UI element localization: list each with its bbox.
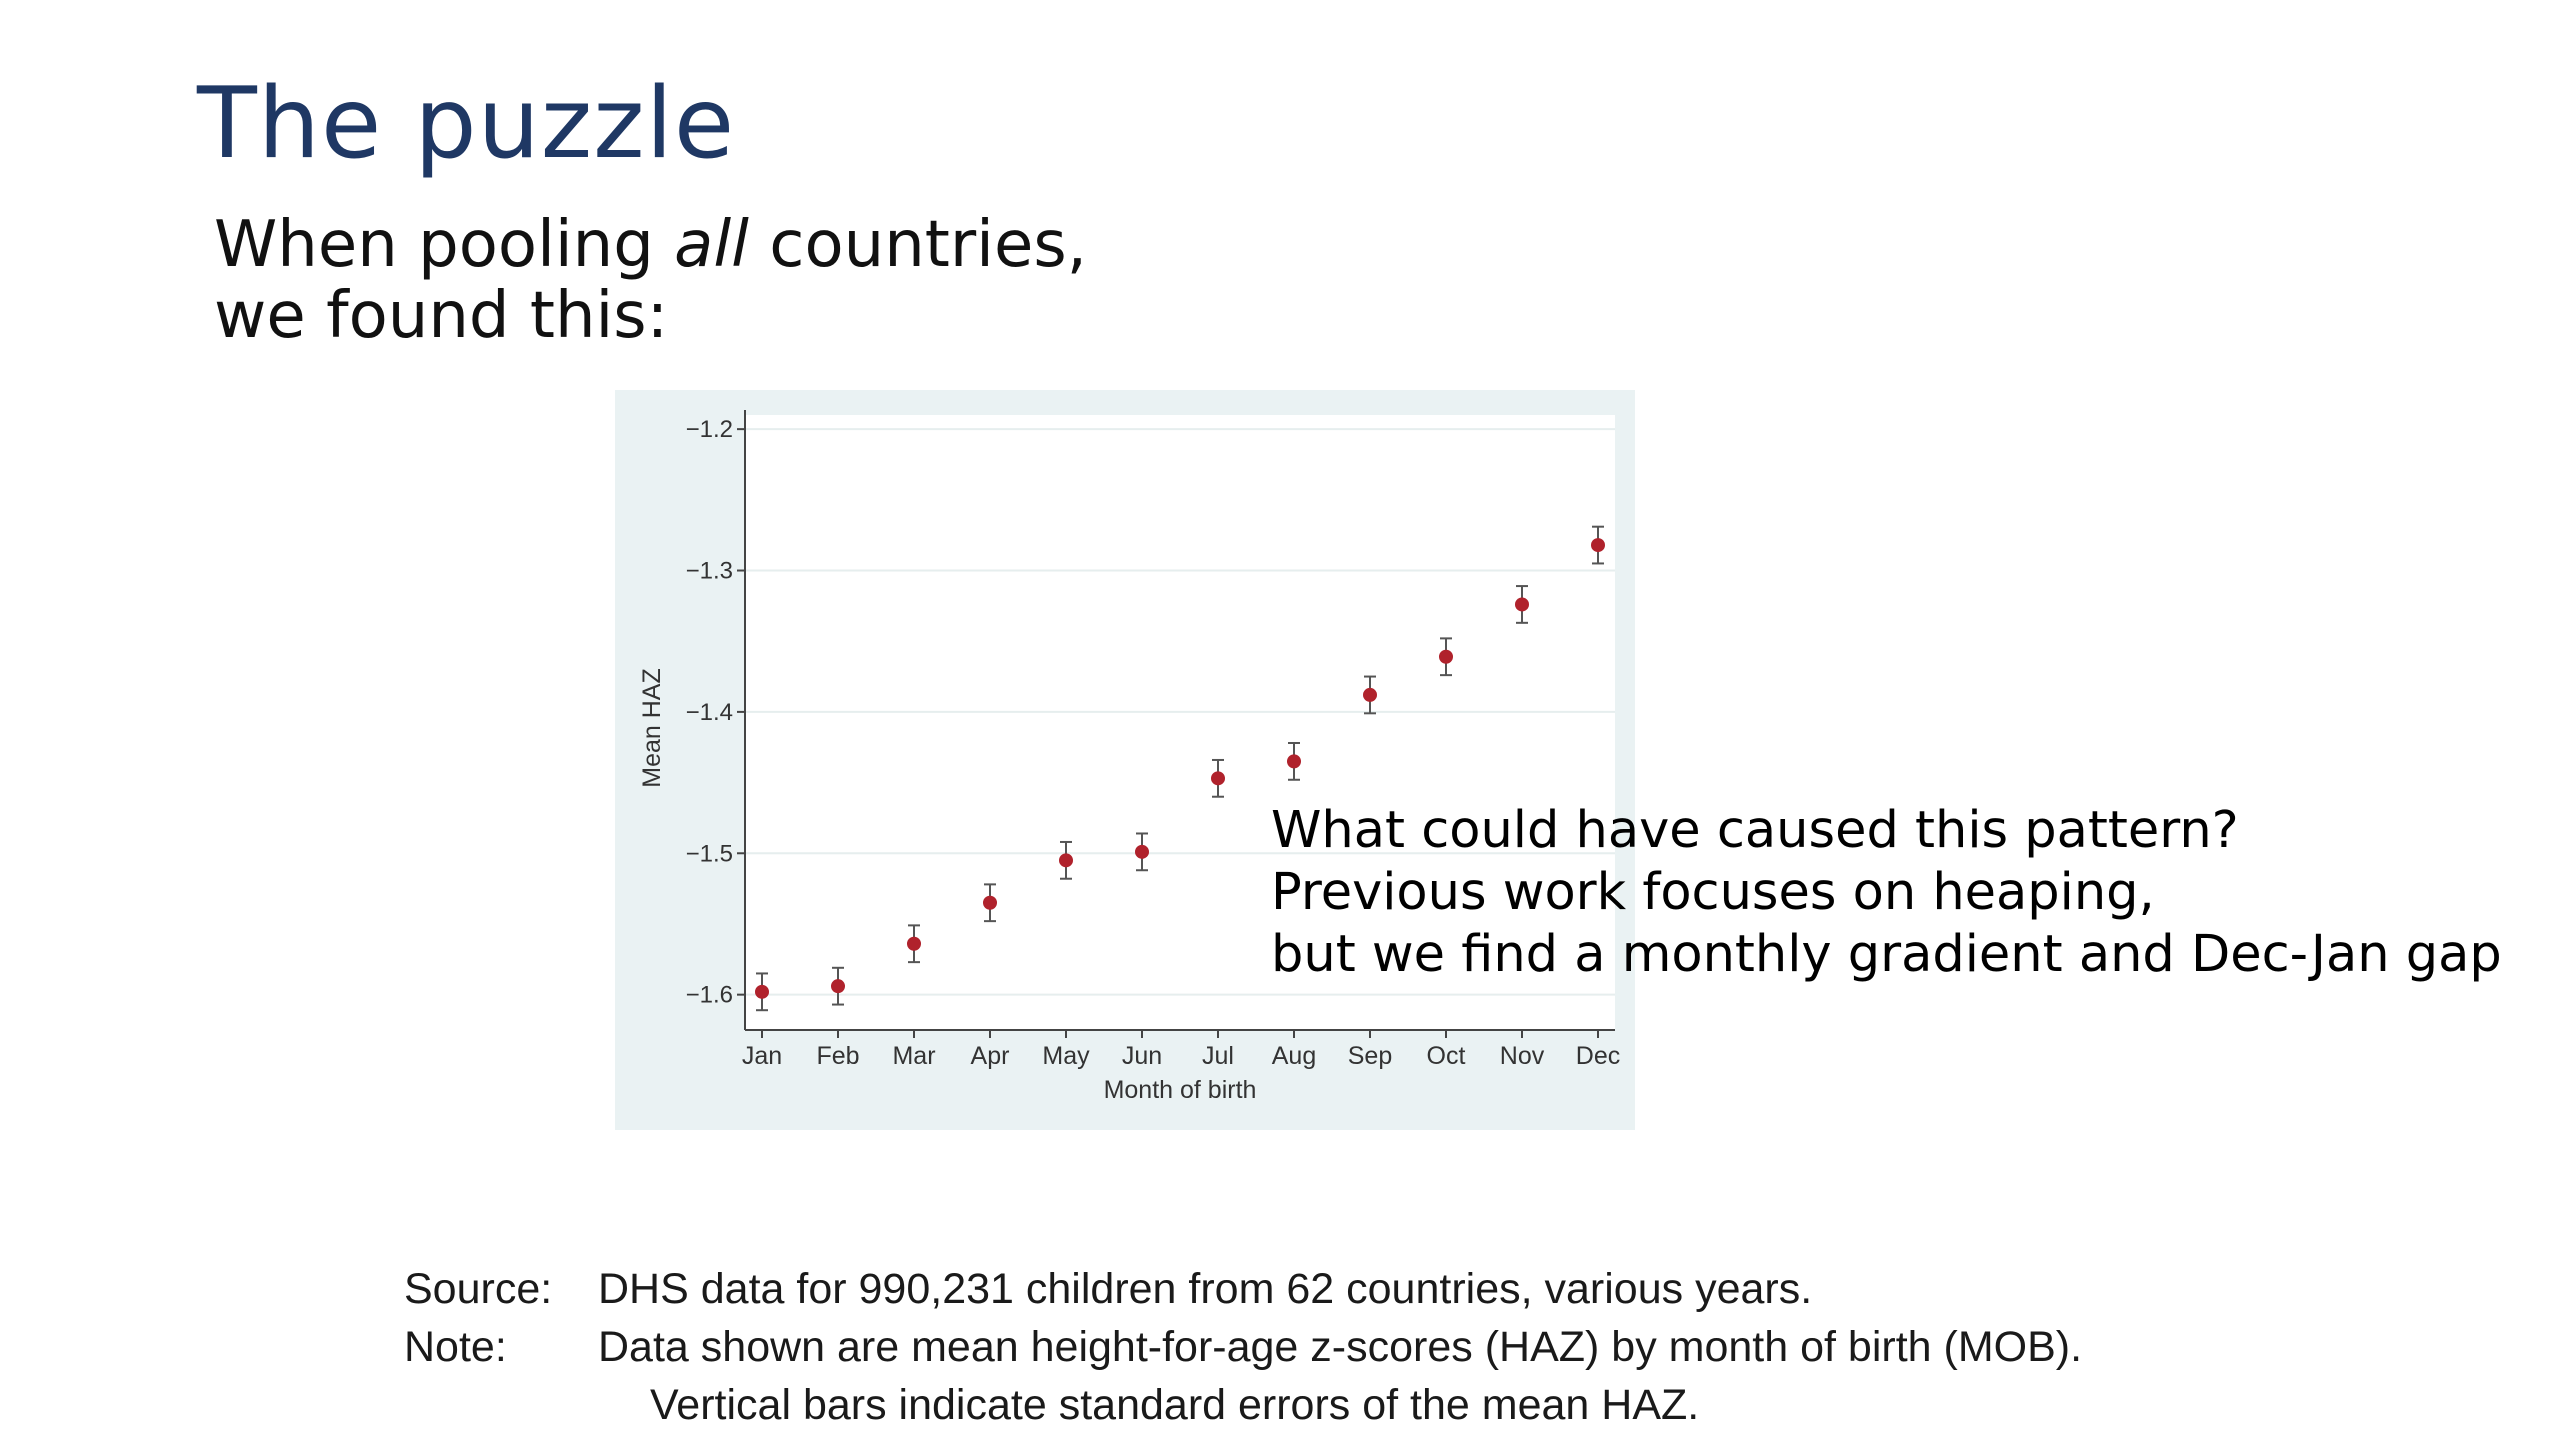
callout-line-2: Previous work focuses on heaping, xyxy=(1271,863,2155,922)
source-label: Source: xyxy=(404,1265,553,1313)
source-row: Source: DHS data for 990,231 children fro… xyxy=(404,1260,2082,1318)
y-tick-label: −1.3 xyxy=(686,558,733,585)
data-point-group xyxy=(1515,585,1529,624)
x-tick-label: Dec xyxy=(1576,1042,1620,1070)
x-tick-label: Jun xyxy=(1122,1042,1162,1070)
data-point xyxy=(1211,771,1225,786)
data-point-group xyxy=(831,966,845,1006)
data-point-group xyxy=(1439,637,1453,677)
data-point-group xyxy=(1059,840,1073,880)
data-point-group xyxy=(1363,675,1377,715)
haz-chart-svg: −1.6−1.5−1.4−1.3−1.2 Jan Feb Mar Apr May Jun J… xyxy=(615,390,1635,1130)
axes xyxy=(744,410,1615,1031)
plot-area xyxy=(745,415,1615,1030)
callout-line-3: but we find a monthly gradient and Dec-J… xyxy=(1271,925,2502,984)
haz-chart: −1.6 −1.5 −1.4 −1.3 −1.2 Jan Feb Mar Apr May Jun J… xyxy=(615,390,1635,1130)
subtitle-line-2: we found this: xyxy=(214,279,669,353)
source-text: DHS data for 990,231 children from 62 co… xyxy=(598,1265,1813,1313)
note-label: Note: xyxy=(404,1323,507,1371)
y-axis-label: Mean HAZ xyxy=(638,668,666,787)
note-row: Note: Data shown are mean height-for-age … xyxy=(404,1318,2082,1376)
data-point xyxy=(755,984,769,999)
data-marks xyxy=(755,525,1605,1012)
x-axis-ticks: Jan Feb Mar Apr May Jun Jul Aug Sep Oct Nov Dec xyxy=(742,1030,1620,1070)
x-axis-label: Month of birth xyxy=(1104,1076,1257,1104)
x-tick-label: Mar xyxy=(892,1042,935,1070)
x-tick-label: Sep xyxy=(1348,1042,1392,1070)
data-point xyxy=(1591,538,1605,553)
data-point-group xyxy=(907,924,921,964)
y-tick-label: −1.2 xyxy=(686,416,733,443)
data-point xyxy=(1287,754,1301,769)
data-point xyxy=(983,895,997,910)
data-point-group xyxy=(1211,758,1225,798)
data-point xyxy=(1135,844,1149,859)
callout-text: What could have caused this pattern? Pre… xyxy=(1271,800,2502,986)
data-point xyxy=(1363,687,1377,702)
grid-lines xyxy=(745,428,1615,996)
x-tick-label: Jan xyxy=(742,1042,782,1070)
x-tick-label: Apr xyxy=(971,1042,1010,1070)
x-tick-label: May xyxy=(1042,1042,1090,1070)
y-tick-label: −1.5 xyxy=(686,840,733,867)
callout-line-1: What could have caused this pattern? xyxy=(1271,801,2239,860)
y-tick-label: −1.4 xyxy=(686,699,733,726)
subtitle-line-1-pre: When pooling xyxy=(214,208,675,282)
note-text: Data shown are mean height-for-age z-sco… xyxy=(598,1323,2083,1371)
data-point xyxy=(831,979,845,994)
data-point xyxy=(1439,649,1453,664)
data-point-group xyxy=(755,972,769,1012)
data-point-group xyxy=(1591,525,1605,565)
data-point xyxy=(1515,597,1529,612)
x-tick-label: Aug xyxy=(1272,1042,1316,1070)
data-point-group xyxy=(1287,742,1301,781)
x-tick-label: Feb xyxy=(816,1042,859,1070)
slide-subtitle: When pooling all countries, we found thi… xyxy=(214,210,1087,352)
data-point-group xyxy=(983,883,997,923)
data-point xyxy=(1059,853,1073,868)
y-axis-ticks: −1.6 −1.5 −1.4 −1.3 −1.2 xyxy=(686,416,745,1009)
subtitle-line-1: When pooling all countries, xyxy=(214,210,1087,281)
x-tick-label: Jul xyxy=(1202,1042,1234,1070)
x-tick-label: Nov xyxy=(1500,1042,1545,1070)
data-point xyxy=(907,936,921,951)
slide-title: The puzzle xyxy=(197,67,736,181)
subtitle-emphasis: all xyxy=(674,208,749,282)
note-row-continued: Vertical bars indicate standard errors o… xyxy=(650,1381,1700,1429)
source-notes: Source: DHS data for 990,231 children fro… xyxy=(404,1260,2082,1434)
y-tick-label: −1.6 xyxy=(686,982,733,1009)
subtitle-line-1-post: countries, xyxy=(748,208,1087,282)
data-point-group xyxy=(1135,832,1149,872)
x-tick-label: Oct xyxy=(1427,1042,1466,1070)
